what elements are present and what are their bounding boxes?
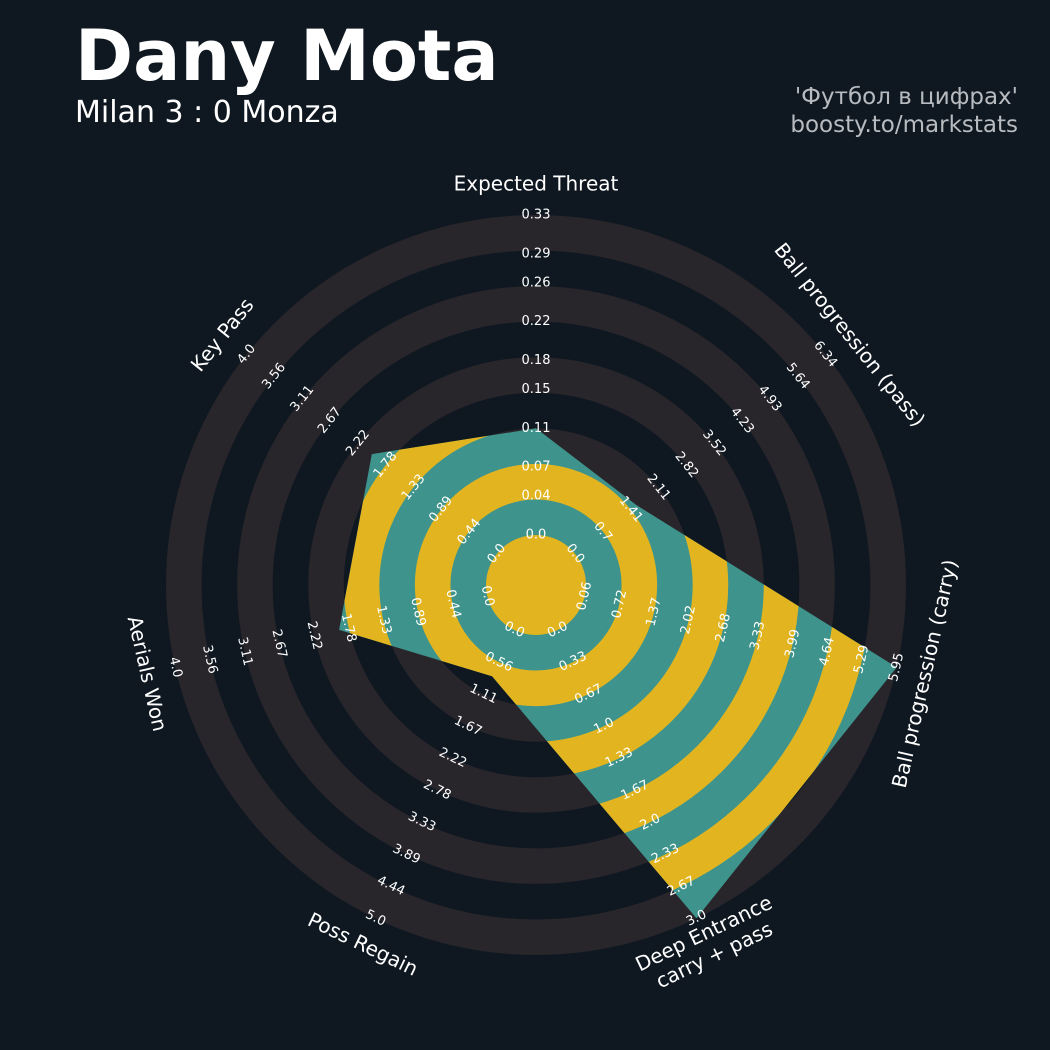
tick-label: 0.06 [574, 580, 595, 612]
tick-label: 0.33 [522, 208, 551, 223]
tick-label: 1.33 [373, 604, 394, 636]
tick-label: 2.22 [304, 620, 325, 652]
tick-label: 1.78 [338, 612, 359, 644]
ring [165, 214, 907, 956]
tick-label: 2.68 [713, 612, 734, 644]
tick-label: 0.04 [522, 489, 551, 504]
tick-label: 0.15 [522, 382, 551, 397]
tick-label: 0.11 [522, 421, 551, 436]
tick-label: 4.0 [166, 656, 185, 680]
tick-label: 5.95 [886, 652, 907, 684]
tick-label: 0.07 [522, 460, 551, 475]
tick-label: 0.22 [522, 314, 551, 329]
tick-label: 3.99 [782, 628, 803, 660]
radar-ring [486, 535, 586, 635]
tick-label: 2.67 [268, 628, 289, 660]
tick-label: 0.89 [407, 596, 428, 628]
tick-label: 0.72 [609, 588, 630, 620]
chart-subtitle: Milan 3 : 0 Monza [75, 95, 339, 130]
tick-label: 4.64 [817, 636, 838, 668]
tick-label: 0.18 [522, 353, 551, 368]
param-label: Expected Threat [454, 172, 619, 196]
ring [237, 286, 835, 884]
tick-label: 0.44 [442, 588, 463, 620]
tick-label: 3.33 [747, 620, 768, 652]
tick-label: 1.37 [644, 596, 665, 628]
credit: 'Футбол в цифрах' [795, 84, 1018, 110]
tick-label: 2.02 [678, 604, 699, 636]
radar-ring [414, 463, 658, 707]
chart-title: Dany Mota [75, 15, 499, 97]
tick-label: 0.0 [478, 584, 497, 608]
tick-label: 3.11 [234, 636, 255, 668]
tick-label: 0.29 [522, 246, 551, 261]
credit: boosty.to/markstats [790, 112, 1018, 138]
tick-label: 5.29 [851, 644, 872, 676]
tick-label: 0.0 [526, 528, 547, 543]
tick-label: 0.26 [522, 275, 551, 290]
tick-label: 3.56 [199, 644, 220, 676]
